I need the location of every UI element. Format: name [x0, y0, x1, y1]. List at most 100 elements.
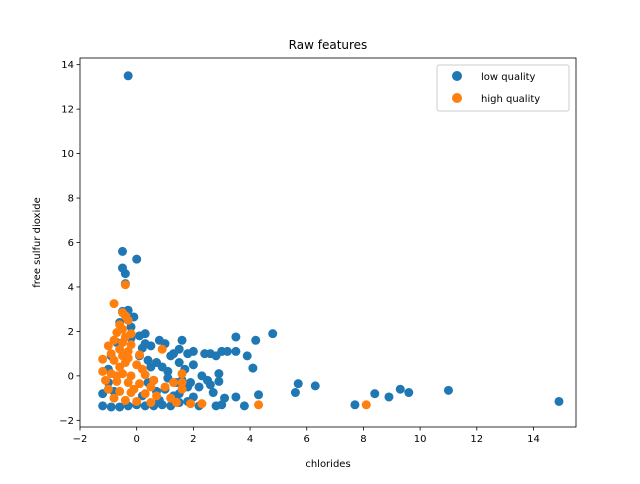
x-tick-label: 14: [527, 434, 540, 445]
point-low-quality-88: [205, 380, 215, 390]
point-high-quality-0: [120, 280, 130, 290]
point-low-quality-45: [293, 379, 303, 389]
point-low-quality-49: [370, 389, 380, 399]
point-low-quality-78: [197, 371, 207, 381]
point-low-quality-91: [174, 344, 184, 354]
x-tick-label: 0: [133, 434, 139, 445]
point-low-quality-57: [106, 402, 116, 412]
point-high-quality-50: [361, 400, 371, 410]
x-axis-ticks: −2 0 2 4 6 8 10 12 14: [73, 427, 540, 445]
point-high-quality-46: [171, 398, 181, 408]
point-high-quality-56: [123, 353, 133, 363]
point-low-quality-54: [554, 396, 564, 406]
legend-marker-high-quality: [452, 93, 462, 103]
point-high-quality-35: [160, 382, 170, 392]
x-tick-label: 12: [470, 434, 483, 445]
point-low-quality-80: [143, 355, 153, 365]
legend-label-low-quality: low quality: [481, 72, 536, 83]
point-low-quality-53: [443, 385, 453, 395]
chart-title: Raw features: [289, 38, 368, 52]
point-low-quality-70: [239, 401, 249, 411]
point-low-quality-52: [404, 388, 414, 398]
point-low-quality-48: [350, 400, 360, 410]
point-low-quality-28: [251, 335, 261, 345]
point-high-quality-52: [120, 395, 130, 405]
point-low-quality-96: [220, 393, 230, 403]
x-axis-label: chlorides: [305, 459, 350, 470]
point-high-quality-48: [197, 399, 207, 409]
x-tick-label: 6: [304, 434, 310, 445]
point-high-quality-25: [98, 366, 108, 376]
point-low-quality-40: [194, 382, 204, 392]
point-low-quality-44: [254, 390, 264, 400]
point-low-quality-26: [242, 351, 252, 361]
point-low-quality-42: [208, 388, 218, 398]
x-tick-label: 4: [247, 434, 253, 445]
x-tick-label: −2: [73, 434, 88, 445]
legend-label-high-quality: high quality: [481, 94, 540, 105]
point-high-quality-39: [177, 384, 187, 394]
point-low-quality-2: [132, 254, 142, 264]
point-low-quality-13: [177, 335, 187, 345]
point-high-quality-12: [103, 341, 113, 351]
point-high-quality-10: [109, 335, 119, 345]
point-low-quality-92: [140, 339, 150, 349]
y-tick-label: 8: [68, 194, 74, 205]
point-low-quality-1: [118, 246, 128, 256]
point-high-quality-51: [109, 393, 119, 403]
x-tick-label: 8: [360, 434, 366, 445]
point-high-quality-32: [123, 378, 133, 388]
point-low-quality-30: [174, 358, 184, 368]
y-tick-label: 2: [68, 327, 74, 338]
point-low-quality-95: [200, 349, 210, 359]
point-high-quality-7: [112, 328, 122, 338]
point-high-quality-43: [140, 389, 150, 399]
point-high-quality-54: [146, 398, 156, 408]
points-layer: [98, 71, 564, 412]
point-low-quality-35: [214, 369, 224, 379]
point-low-quality-47: [290, 388, 300, 398]
point-low-quality-79: [157, 362, 167, 372]
point-high-quality-47: [186, 399, 196, 409]
point-high-quality-37: [177, 378, 187, 388]
point-high-quality-20: [98, 354, 108, 364]
point-low-quality-50: [384, 392, 394, 402]
legend-marker-low-quality: [452, 71, 462, 81]
x-tick-label: 10: [414, 434, 427, 445]
point-low-quality-4: [120, 269, 130, 279]
point-high-quality-1: [109, 299, 119, 309]
point-high-quality-14: [157, 344, 167, 354]
y-tick-label: 4: [68, 282, 74, 293]
y-tick-label: 10: [61, 149, 74, 160]
point-low-quality-46: [310, 381, 320, 391]
point-high-quality-36: [169, 378, 179, 388]
point-high-quality-44: [152, 391, 162, 401]
y-axis-ticks: −2 0 2 4 6 8 10 12 14: [59, 60, 80, 427]
point-low-quality-11: [135, 331, 145, 341]
point-high-quality-41: [115, 386, 125, 396]
point-low-quality-51: [395, 384, 405, 394]
point-low-quality-56: [98, 401, 108, 411]
point-low-quality-43: [231, 392, 241, 402]
legend-box: [436, 64, 570, 112]
y-tick-label: 0: [68, 371, 74, 382]
legend: low quality high quality: [436, 64, 570, 112]
point-low-quality-29: [268, 329, 278, 339]
y-tick-label: 12: [61, 105, 74, 116]
point-low-quality-27: [231, 332, 241, 342]
point-low-quality-25: [231, 346, 241, 356]
point-high-quality-49: [254, 400, 264, 410]
point-high-quality-57: [137, 364, 147, 374]
point-high-quality-59: [129, 384, 139, 394]
point-high-quality-53: [132, 396, 142, 406]
y-tick-label: 14: [61, 60, 74, 71]
point-high-quality-4: [123, 315, 133, 325]
y-tick-label: −2: [59, 416, 74, 427]
point-high-quality-19: [135, 350, 145, 360]
y-tick-label: 6: [68, 238, 74, 249]
point-low-quality-97: [188, 360, 198, 370]
point-low-quality-58: [115, 402, 125, 412]
x-tick-label: 2: [190, 434, 196, 445]
